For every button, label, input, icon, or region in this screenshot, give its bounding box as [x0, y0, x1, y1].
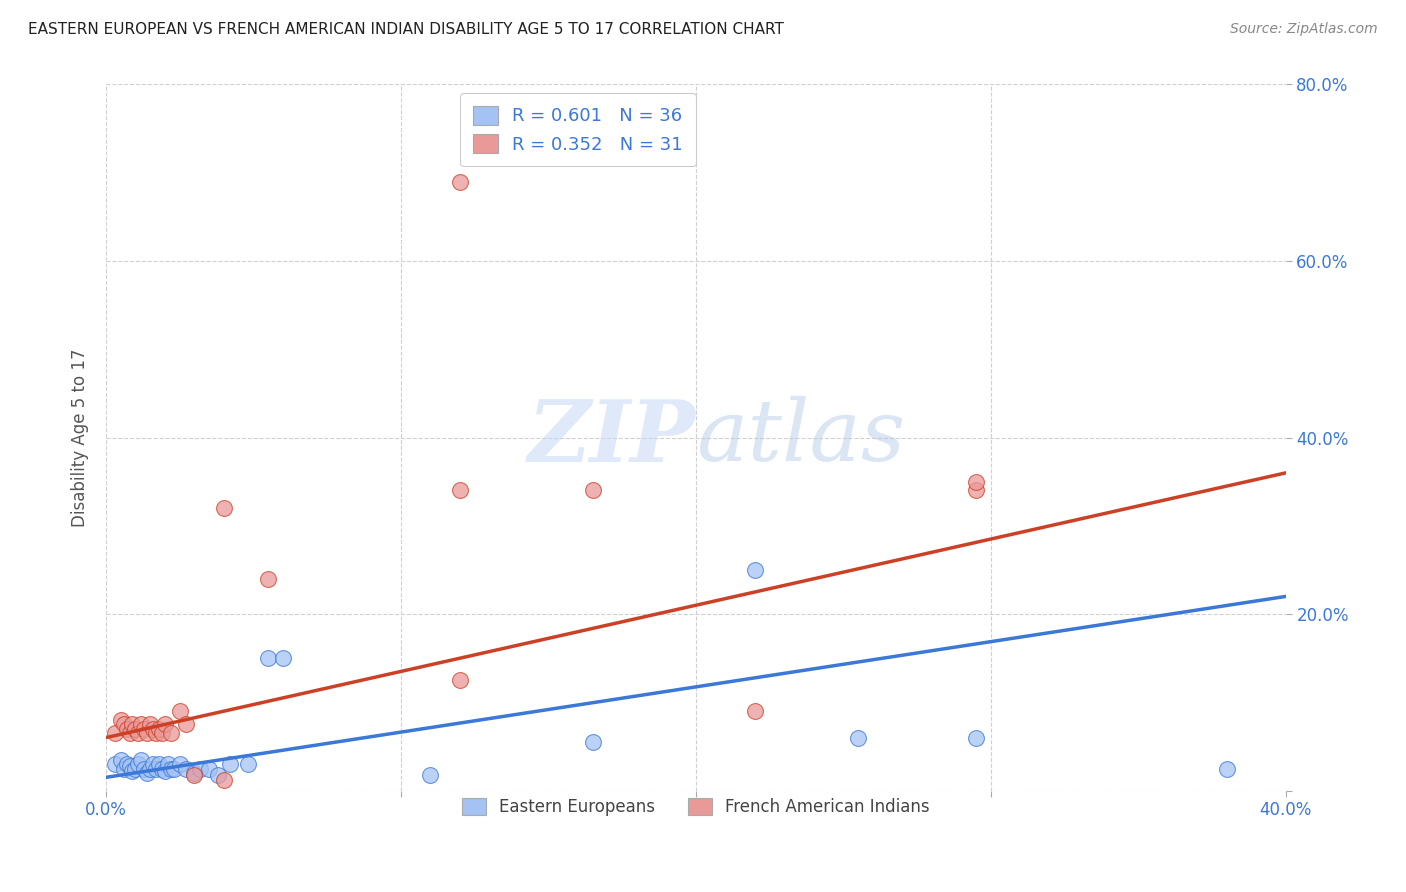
- Point: [257, 572, 280, 586]
- Text: EASTERN EUROPEAN VS FRENCH AMERICAN INDIAN DISABILITY AGE 5 TO 17 CORRELATION CH: EASTERN EUROPEAN VS FRENCH AMERICAN INDI…: [28, 22, 785, 37]
- Point: [212, 772, 235, 787]
- Point: [150, 726, 173, 740]
- Point: [115, 722, 138, 736]
- Point: [163, 762, 186, 776]
- Point: [134, 762, 156, 776]
- Point: [159, 762, 181, 776]
- Point: [1216, 762, 1239, 776]
- Point: [156, 757, 179, 772]
- Point: [198, 762, 221, 776]
- Point: [104, 726, 127, 740]
- Point: [148, 722, 170, 736]
- Text: ZIP: ZIP: [529, 396, 696, 479]
- Point: [136, 726, 159, 740]
- Point: [148, 757, 170, 772]
- Point: [174, 717, 197, 731]
- Point: [449, 175, 471, 189]
- Point: [169, 704, 191, 718]
- Point: [965, 475, 987, 489]
- Point: [115, 757, 138, 772]
- Text: Source: ZipAtlas.com: Source: ZipAtlas.com: [1230, 22, 1378, 37]
- Point: [139, 762, 162, 776]
- Point: [139, 717, 162, 731]
- Point: [207, 768, 229, 782]
- Point: [121, 764, 143, 779]
- Point: [212, 501, 235, 516]
- Point: [145, 762, 167, 776]
- Point: [257, 651, 280, 665]
- Point: [236, 757, 259, 772]
- Point: [582, 735, 605, 749]
- Point: [744, 563, 766, 577]
- Y-axis label: Disability Age 5 to 17: Disability Age 5 to 17: [72, 348, 89, 527]
- Text: atlas: atlas: [696, 396, 905, 479]
- Point: [127, 726, 149, 740]
- Point: [131, 717, 153, 731]
- Point: [131, 753, 153, 767]
- Point: [183, 768, 205, 782]
- Point: [134, 722, 156, 736]
- Point: [159, 726, 181, 740]
- Point: [965, 731, 987, 745]
- Point: [121, 717, 143, 731]
- Point: [419, 768, 441, 782]
- Point: [183, 766, 205, 780]
- Point: [188, 762, 211, 776]
- Point: [449, 673, 471, 688]
- Point: [112, 717, 135, 731]
- Point: [124, 722, 146, 736]
- Point: [582, 483, 605, 498]
- Point: [118, 759, 141, 773]
- Point: [136, 766, 159, 780]
- Point: [110, 713, 132, 727]
- Point: [150, 762, 173, 776]
- Point: [153, 764, 176, 779]
- Point: [142, 722, 165, 736]
- Point: [112, 762, 135, 776]
- Point: [846, 731, 869, 745]
- Point: [965, 483, 987, 498]
- Point: [744, 704, 766, 718]
- Point: [449, 483, 471, 498]
- Point: [174, 762, 197, 776]
- Point: [142, 757, 165, 772]
- Point: [110, 753, 132, 767]
- Legend: Eastern Europeans, French American Indians: Eastern Europeans, French American India…: [454, 789, 938, 824]
- Point: [145, 726, 167, 740]
- Point: [127, 757, 149, 772]
- Point: [124, 762, 146, 776]
- Point: [153, 717, 176, 731]
- Point: [169, 757, 191, 772]
- Point: [104, 757, 127, 772]
- Point: [218, 757, 240, 772]
- Point: [271, 651, 294, 665]
- Point: [118, 726, 141, 740]
